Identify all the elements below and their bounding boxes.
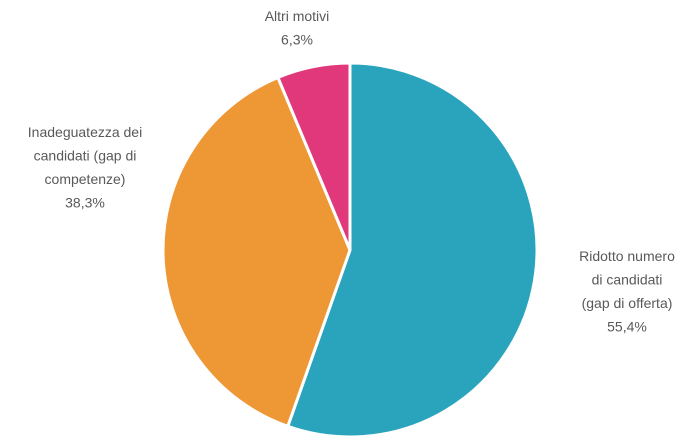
pie-slice-1: [161, 75, 352, 428]
slice-label-1: Inadeguatezza dei candidati (gap di compet…: [28, 124, 142, 211]
slice-label-0: Ridotto numero di candidati (gap di offert…: [579, 248, 675, 335]
slice-category-label: Ridotto numero: [579, 248, 675, 264]
slice-category-label: candidati (gap di: [34, 148, 137, 164]
slice-value-label: 38,3%: [65, 195, 105, 211]
slice-value-label: 6,3%: [281, 32, 313, 48]
slice-value-label: 55,4%: [607, 319, 647, 335]
slice-category-label: (gap di offerta): [582, 295, 673, 311]
pie-slices: [161, 61, 539, 439]
slice-label-2: Altri motivi 6,3%: [265, 8, 330, 48]
slice-category-label: Altri motivi: [265, 8, 330, 24]
slice-category-label: competenze): [45, 171, 126, 187]
slice-category-label: Inadeguatezza dei: [28, 124, 142, 140]
slice-category-label: di candidati: [592, 272, 663, 288]
pie-slice-2: [276, 61, 352, 252]
pie-labels: Ridotto numero di candidati (gap di offert…: [28, 8, 675, 335]
